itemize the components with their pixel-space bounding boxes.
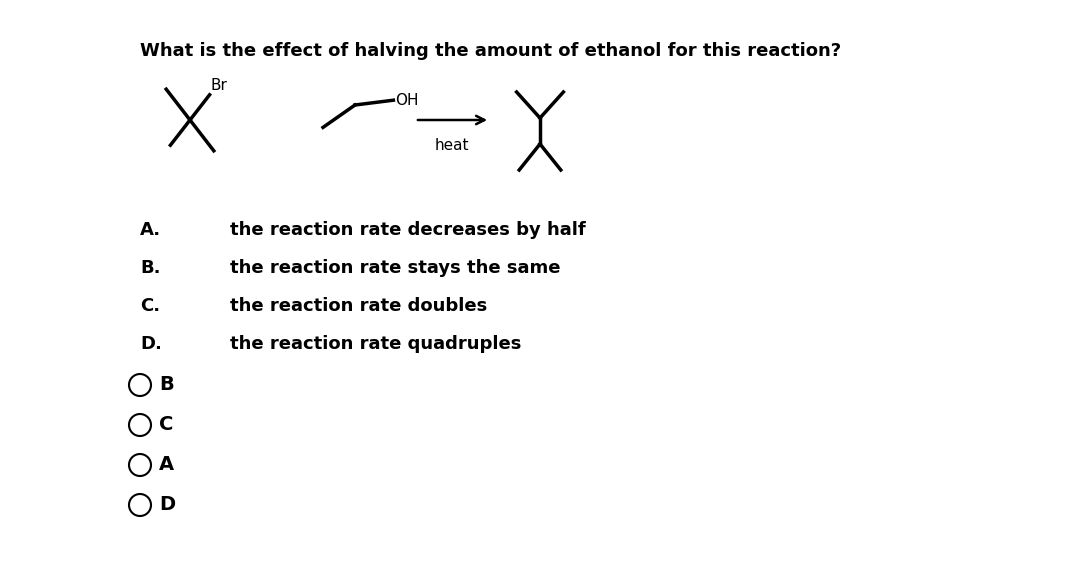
Text: D: D — [159, 496, 175, 514]
Text: C.: C. — [140, 297, 160, 315]
Text: B.: B. — [140, 259, 160, 277]
Text: C: C — [159, 415, 173, 434]
Text: Br: Br — [211, 79, 227, 93]
Text: OH: OH — [395, 93, 418, 108]
Text: the reaction rate decreases by half: the reaction rate decreases by half — [230, 221, 586, 239]
Text: heat: heat — [434, 138, 469, 153]
Text: A.: A. — [140, 221, 161, 239]
Text: What is the effect of halving the amount of ethanol for this reaction?: What is the effect of halving the amount… — [140, 42, 841, 60]
Text: the reaction rate stays the same: the reaction rate stays the same — [230, 259, 561, 277]
Text: the reaction rate quadruples: the reaction rate quadruples — [230, 335, 521, 353]
Text: B: B — [159, 375, 173, 395]
Text: A: A — [159, 455, 174, 474]
Text: the reaction rate doubles: the reaction rate doubles — [230, 297, 487, 315]
Text: D.: D. — [140, 335, 161, 353]
